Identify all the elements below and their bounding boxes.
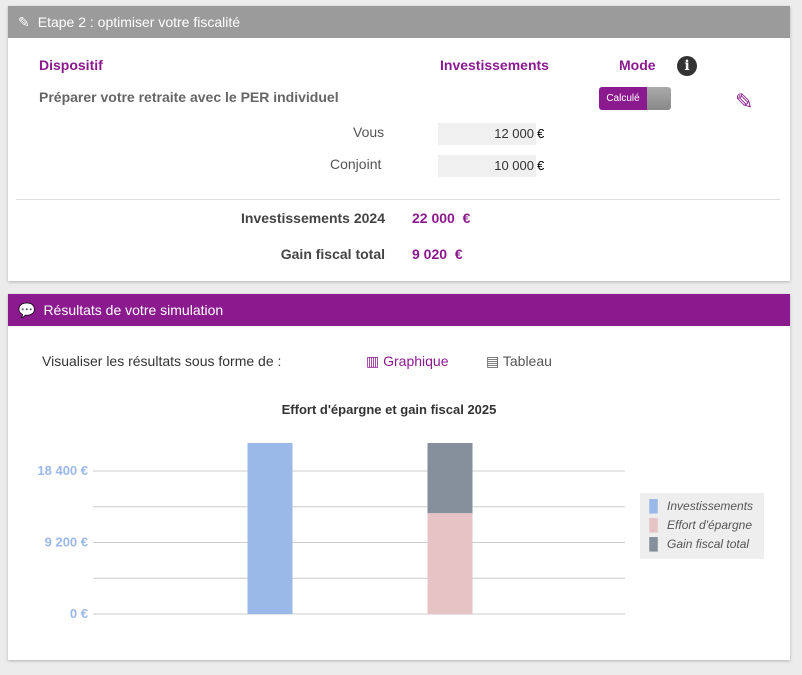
mode-toggle-label: Calculé — [599, 87, 647, 110]
info-icon[interactable]: i — [677, 56, 697, 76]
tab-graphique-label: Graphique — [383, 353, 449, 369]
speech-bubble-icon: 💬 — [18, 301, 36, 318]
legend-label: Effort d'épargne — [667, 517, 753, 532]
step2-title: Etape 2 : optimiser votre fiscalité — [37, 14, 241, 30]
invest-total-label: Investissements 2024 — [241, 210, 385, 226]
currency: € — [537, 126, 545, 141]
table-icon: ▤ — [486, 353, 503, 369]
toggle-knob — [647, 87, 671, 110]
col-dispositif: Dispositif — [39, 57, 103, 73]
vous-label: Vous — [353, 124, 385, 140]
col-investissements: Investissements — [440, 57, 549, 73]
gain-label: Gain fiscal total — [280, 246, 385, 262]
conjoint-input[interactable]: 10 000 — [438, 155, 536, 177]
mode-toggle[interactable]: Calculé — [599, 87, 671, 110]
chart: 0 € 9 200 € 18 400 € — [37, 443, 625, 621]
gain-value: 9 020 € — [412, 246, 463, 262]
results-title: Résultats de votre simulation — [43, 302, 224, 318]
currency: € — [537, 158, 545, 173]
conjoint-label: Conjoint — [330, 156, 382, 172]
legend-bar-icon: ▐▌ — [645, 536, 663, 551]
bar-investissements — [247, 443, 293, 614]
legend-item[interactable]: ▐▌ Effort d'épargne — [640, 515, 764, 534]
results-header: 💬 Résultats de votre simulation — [8, 294, 790, 326]
per-label: Préparer votre retraite avec le PER indi… — [39, 89, 339, 105]
chart-legend: ▐▌ Investissements ▐▌ Effort d'épargne ▐▌ Gai… — [640, 493, 764, 559]
legend-label: Investissements — [667, 498, 754, 513]
legend-item[interactable]: ▐▌ Gain fiscal total — [640, 534, 764, 553]
y-tick-label: 0 € — [70, 606, 88, 621]
invest-total-value: 22 000 € — [412, 210, 471, 226]
vous-input[interactable]: 12 000 — [438, 123, 536, 145]
legend-bar-icon: ▐▌ — [645, 517, 663, 532]
step2-panel: ✎ Etape 2 : optimiser votre fiscalité Di… — [8, 6, 790, 281]
divider — [16, 199, 780, 200]
tab-tableau[interactable]: ▤ Tableau — [486, 353, 552, 370]
legend-label: Gain fiscal total — [667, 536, 750, 551]
bar-gain-fiscal-total — [427, 443, 473, 514]
chart-title: Effort d'épargne et gain fiscal 2025 — [281, 402, 497, 417]
tab-graphique[interactable]: ▥ Graphique — [366, 353, 449, 370]
pencil-icon: ✎ — [18, 13, 30, 30]
legend-item[interactable]: ▐▌ Investissements — [640, 496, 764, 515]
bar-chart-icon: ▥ — [366, 353, 384, 369]
view-label: Visualiser les résultats sous forme de : — [42, 353, 282, 369]
col-mode: Mode — [619, 57, 656, 73]
step2-header: ✎ Etape 2 : optimiser votre fiscalité — [8, 6, 790, 38]
tab-tableau-label: Tableau — [502, 353, 552, 369]
y-tick-label: 18 400 € — [37, 463, 88, 478]
y-tick-label: 9 200 € — [45, 535, 88, 550]
legend-bar-icon: ▐▌ — [645, 498, 663, 513]
bar-effort-d-pargne — [427, 513, 473, 614]
results-panel: 💬 Résultats de votre simulation Visualis… — [8, 294, 790, 660]
edit-icon[interactable]: ✎ — [735, 89, 754, 114]
